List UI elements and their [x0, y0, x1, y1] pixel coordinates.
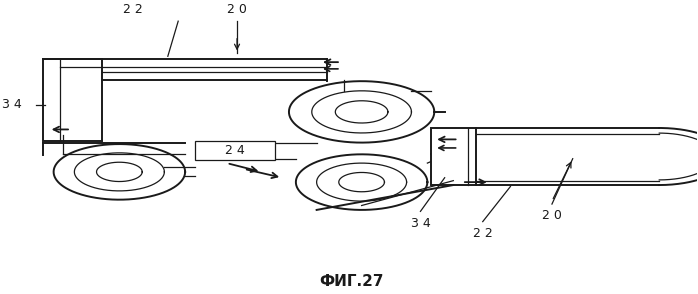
Bar [195, 141, 275, 160]
Text: ФИГ.27: ФИГ.27 [319, 274, 383, 289]
Text: 2 2: 2 2 [473, 227, 493, 240]
Text: 2 0: 2 0 [227, 3, 247, 16]
Text: 3 4: 3 4 [410, 217, 431, 230]
Text: 2 4: 2 4 [225, 144, 245, 157]
Text: 3 4: 3 4 [2, 98, 22, 111]
Bar [431, 128, 476, 185]
Text: 2 2: 2 2 [124, 3, 143, 16]
Bar [43, 59, 102, 141]
Text: 2 0: 2 0 [542, 209, 562, 222]
